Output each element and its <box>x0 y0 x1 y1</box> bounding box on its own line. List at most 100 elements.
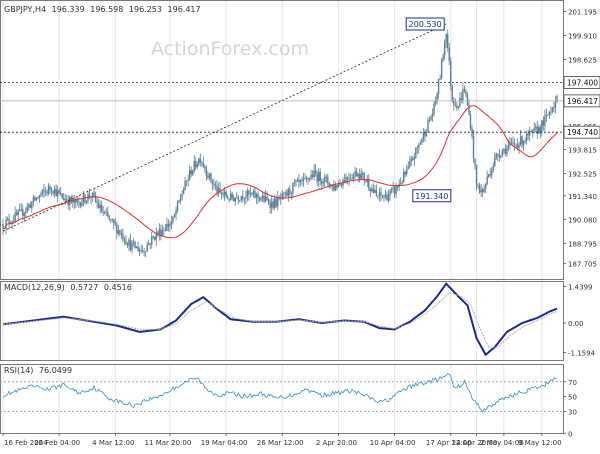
candle <box>213 178 215 190</box>
candle <box>295 179 297 187</box>
candle-body <box>386 194 388 201</box>
candle <box>551 106 554 114</box>
candle <box>387 189 390 204</box>
candle <box>239 199 241 203</box>
candle-body <box>166 223 168 231</box>
candle <box>393 185 396 199</box>
candle-body <box>277 197 279 207</box>
candle-body <box>287 189 290 196</box>
candle-body <box>369 188 372 192</box>
candle <box>260 196 262 202</box>
candle <box>140 244 142 254</box>
candle <box>451 84 453 103</box>
candle-body <box>116 224 118 234</box>
candle <box>193 155 195 174</box>
candle <box>128 237 130 252</box>
candle <box>170 215 173 230</box>
candle <box>395 182 397 199</box>
candle <box>201 160 203 167</box>
candle <box>99 199 101 215</box>
candle-body <box>383 196 385 198</box>
candle <box>377 195 379 200</box>
candle <box>348 173 350 186</box>
candle-body <box>406 169 408 175</box>
candle-body <box>257 193 259 198</box>
candle <box>424 128 426 142</box>
axes-labels: 201.195199.910198.625197.400196.417195.0… <box>2 9 600 447</box>
candle-body <box>79 202 82 207</box>
candle <box>442 53 444 63</box>
x-tick-label: 19 Mar 04:00 <box>201 439 248 447</box>
candle <box>489 167 491 178</box>
candle <box>292 182 294 199</box>
candle <box>431 108 434 122</box>
candle-body <box>316 174 318 182</box>
candle <box>421 138 423 145</box>
candle <box>365 180 367 183</box>
candle <box>107 206 109 218</box>
annotation-box <box>412 189 452 203</box>
candle <box>327 173 329 188</box>
candle-body <box>474 158 476 166</box>
candle-body <box>459 98 461 107</box>
candle-body <box>310 174 312 179</box>
candle-body <box>58 190 60 194</box>
candle <box>355 167 358 177</box>
candle <box>439 74 441 81</box>
candle <box>26 203 28 214</box>
candle-body <box>195 160 197 168</box>
candle-body <box>131 242 133 250</box>
candle <box>316 170 318 187</box>
candle <box>530 129 532 133</box>
candle-body <box>314 170 317 175</box>
candle <box>217 182 220 197</box>
candle <box>28 202 30 212</box>
candle-body <box>97 203 100 209</box>
candle-body <box>49 186 51 190</box>
candle-body <box>389 190 391 196</box>
price-panel: 200.530 191.340 <box>0 17 563 258</box>
candle-body <box>108 216 110 220</box>
candle-body <box>17 210 19 215</box>
candle-body <box>105 212 107 214</box>
candle <box>366 175 368 188</box>
candle <box>319 168 321 186</box>
candle-body <box>319 172 321 182</box>
candle <box>137 241 139 252</box>
rsi-tick-label: 70 <box>568 379 577 387</box>
candle <box>70 195 73 204</box>
candle-body <box>222 193 224 196</box>
candle <box>178 200 180 203</box>
y-tick-label: 199.910 <box>568 33 597 41</box>
candle <box>192 169 194 177</box>
candle <box>396 185 399 192</box>
candle-body <box>179 198 182 201</box>
candle <box>413 153 416 167</box>
candle-body <box>188 170 191 180</box>
macd-header: MACD(12,26,9) 0.5727 0.4516 <box>4 283 132 292</box>
candle-body <box>135 246 138 249</box>
candle <box>25 207 27 218</box>
candle-body <box>475 165 478 186</box>
candle-body <box>355 171 358 177</box>
candle-body <box>161 230 164 236</box>
candle-body <box>454 104 457 106</box>
candle <box>515 143 517 148</box>
candle <box>363 172 365 186</box>
candle-body <box>401 181 403 184</box>
y-tick-label: 198.625 <box>568 57 597 65</box>
candle-body <box>371 188 373 192</box>
candle-body <box>480 189 482 193</box>
price-tag: 196.417 <box>563 94 600 108</box>
candle-body <box>190 170 192 175</box>
candle-body <box>267 199 270 204</box>
candle <box>151 231 153 249</box>
candle-body <box>516 144 519 148</box>
candle <box>325 174 327 184</box>
x-tick-label: 24 Apr 20:00 <box>452 439 498 447</box>
candle <box>114 217 117 226</box>
candle-body <box>93 192 95 196</box>
candle-body <box>187 179 189 181</box>
candle-body <box>28 204 30 207</box>
